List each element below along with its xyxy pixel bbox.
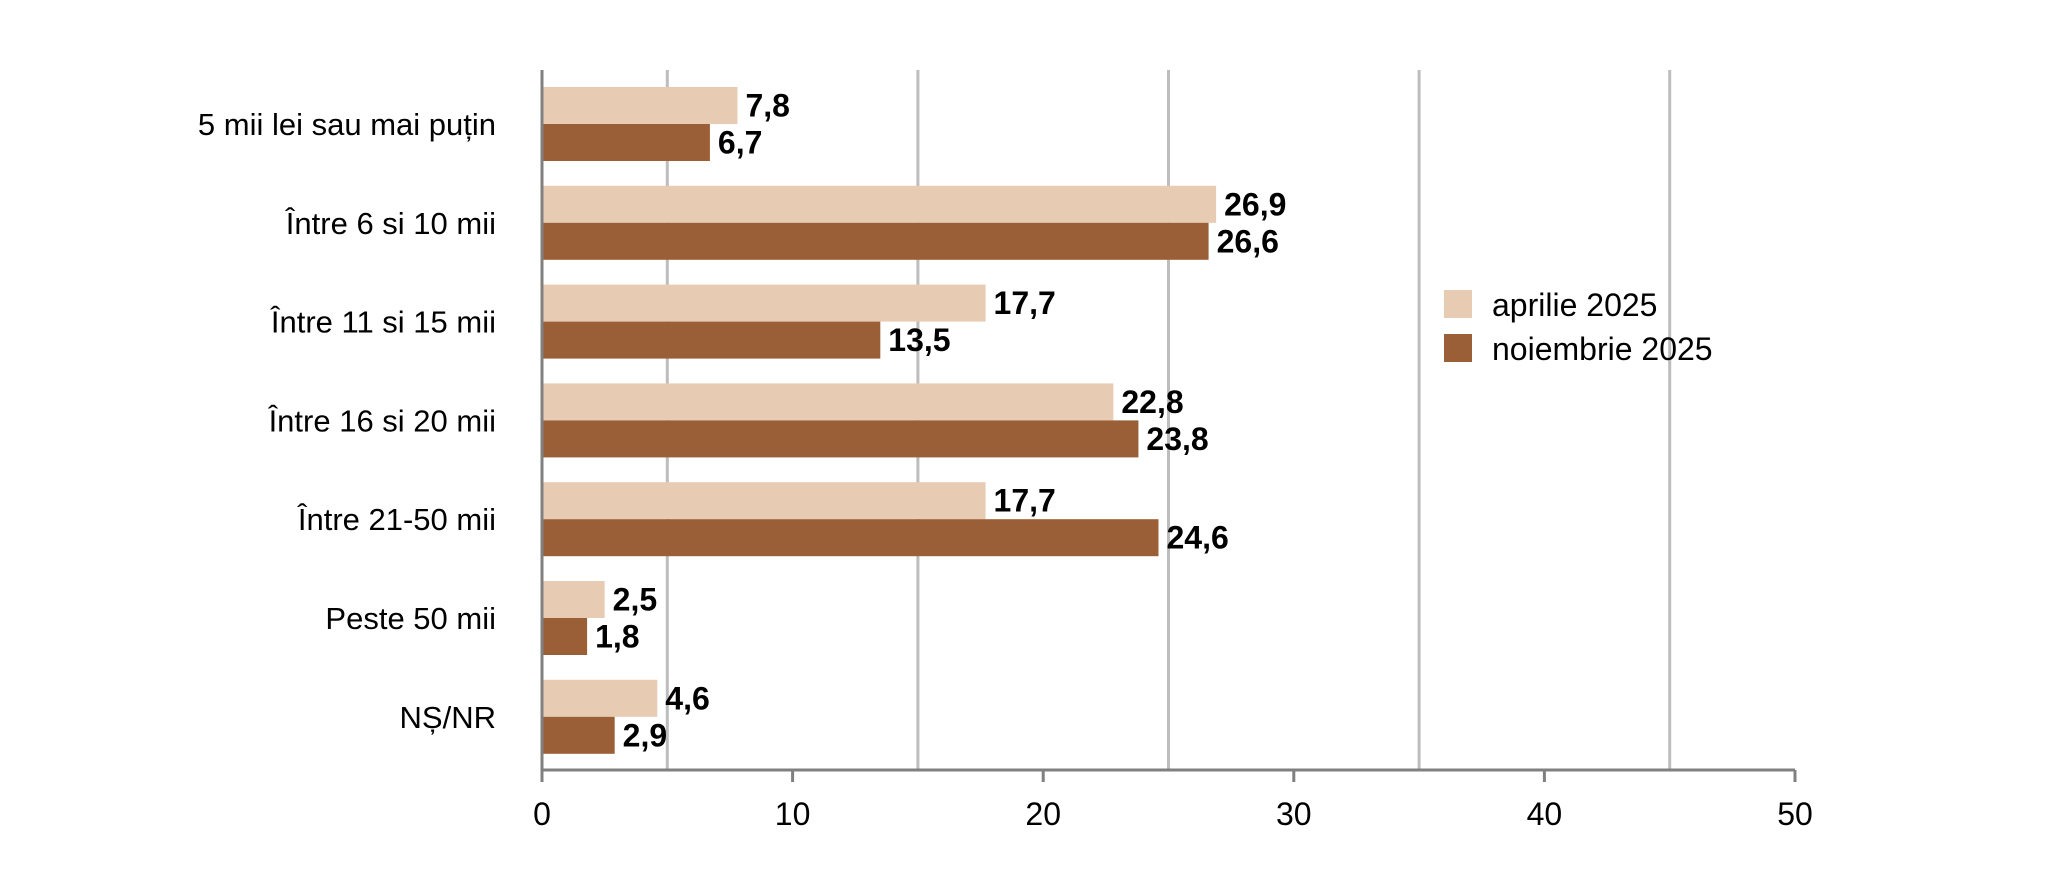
data-label: 17,7 [994,285,1056,321]
category-label: Peste 50 mii [325,601,496,636]
data-label: 1,8 [595,619,639,655]
data-label: 23,8 [1146,421,1208,457]
bar-noiembrie [542,618,588,655]
category-label: Între 11 si 15 mii [270,305,496,340]
legend-label: aprilie 2025 [1492,287,1657,323]
bar-noiembrie [542,321,881,359]
legend-swatch [1444,334,1472,362]
data-label: 17,7 [994,483,1056,519]
legend-swatch [1444,290,1472,318]
data-label: 24,6 [1166,520,1228,556]
bar-noiembrie [542,519,1159,557]
bar-noiembrie [542,420,1139,458]
data-label: 13,5 [888,322,950,358]
data-label: 7,8 [745,88,789,124]
bar-noiembrie [542,124,710,161]
data-label: 22,8 [1121,384,1183,420]
x-tick-label: 50 [1777,796,1813,832]
x-tick-label: 30 [1276,796,1312,832]
bar-aprilie [542,581,605,618]
data-label: 2,9 [623,717,667,753]
bar-aprilie [542,284,986,322]
category-label: 5 mii lei sau mai puțin [198,107,496,142]
category-label: Între 21-50 mii [297,502,496,537]
bar-noiembrie [542,716,615,754]
x-tick-label: 10 [775,796,811,832]
data-label: 26,9 [1224,186,1286,222]
bar-aprilie [542,87,738,124]
bar-aprilie [542,185,1217,223]
legend-label: noiembrie 2025 [1492,331,1713,367]
category-label: NȘ/NR [400,700,496,735]
bar-aprilie [542,482,986,520]
data-label: 26,6 [1217,223,1279,259]
x-tick-label: 20 [1025,796,1061,832]
bar-aprilie [542,383,1114,421]
x-tick-label: 40 [1527,796,1563,832]
data-label: 2,5 [613,582,657,618]
category-label: Între 16 si 20 mii [268,403,496,438]
bar-noiembrie [542,222,1209,260]
category-label: Între 6 si 10 mii [285,206,496,241]
data-label: 4,6 [665,680,709,716]
data-label: 6,7 [718,125,762,161]
x-tick-label: 0 [533,796,551,832]
bar-aprilie [542,679,658,717]
